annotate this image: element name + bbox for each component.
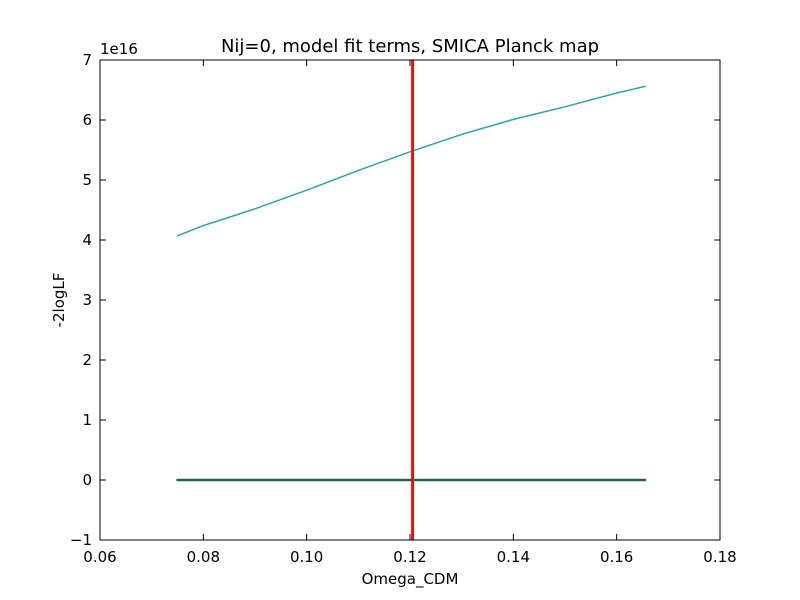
y-tick-label: 0 (82, 471, 92, 489)
x-tick-label: 0.06 (83, 548, 116, 566)
y-tick-label: 7 (82, 51, 92, 69)
y-tick-label: 1 (82, 411, 92, 429)
axis-ticks: 0.06 0.08 0.10 0.12 0.14 0.16 0.18 −1 0 1 2 3 4 5 6 7 (70, 51, 737, 566)
x-tick-label: 0.08 (187, 548, 220, 566)
x-tick-label: 0.18 (703, 548, 736, 566)
y-offset-label: 1e16 (100, 40, 138, 58)
y-tick-label: 5 (82, 171, 92, 189)
x-tick-label: 0.12 (393, 548, 426, 566)
x-tick-label: 0.16 (600, 548, 633, 566)
plot-area (176, 60, 647, 540)
plot-frame (99, 59, 721, 541)
series-line-0 (176, 85, 646, 237)
y-tick-label: −1 (70, 531, 92, 549)
x-tick-label: 0.14 (497, 548, 530, 566)
y-tick-label: 2 (82, 351, 92, 369)
x-tick-label: 0.10 (290, 548, 323, 566)
y-axis-label: -2logLF (50, 273, 68, 328)
y-tick-label: 6 (82, 111, 92, 129)
chart-title: Nij=0, model fit terms, SMICA Planck map (221, 36, 599, 57)
y-tick-label: 4 (82, 231, 92, 249)
y-tick-label: 3 (82, 291, 92, 309)
x-axis-label: Omega_CDM (362, 570, 459, 589)
